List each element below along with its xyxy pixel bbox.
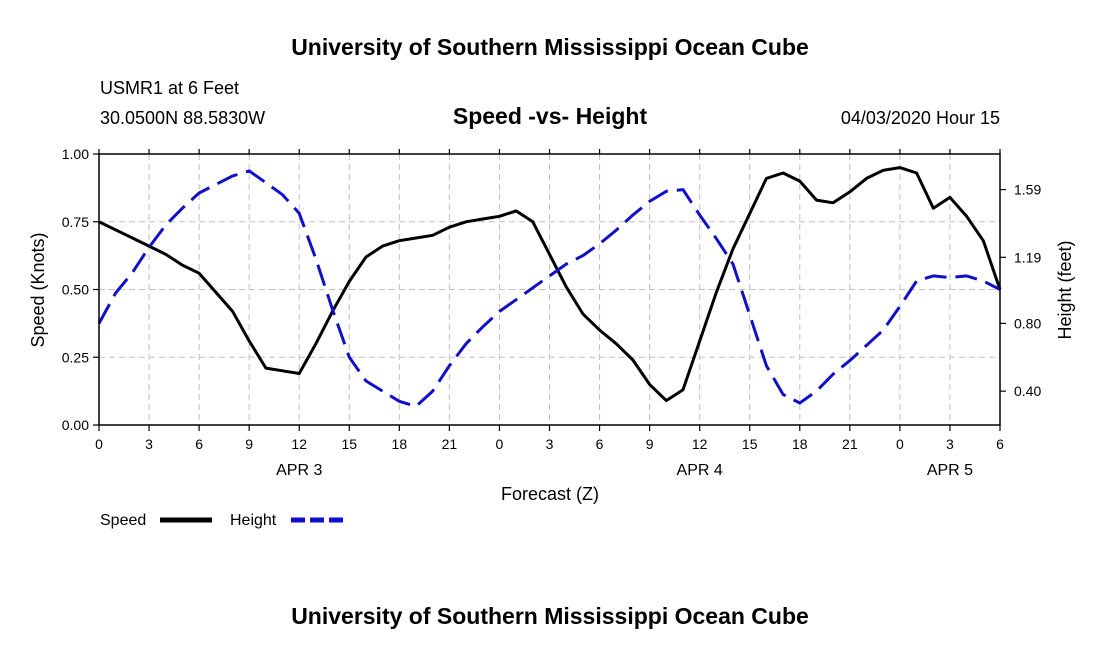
series-layer	[97, 166, 1002, 408]
y-left-tick-label-2: 0.50	[62, 282, 89, 298]
x-tick-label-1: 3	[145, 436, 153, 452]
x-tick-label-17: 3	[946, 436, 954, 452]
x-tick-label-13: 15	[742, 436, 758, 452]
grid-lines	[99, 154, 1000, 425]
x-tick-label-6: 18	[392, 436, 408, 452]
y-left-tick-label-0: 0.00	[62, 417, 89, 433]
date-label: 04/03/2020 Hour 15	[841, 108, 1000, 128]
x-tick-label-11: 9	[646, 436, 654, 452]
x-day-label-2: APR 5	[927, 462, 973, 479]
y-left-tick-label-1: 0.25	[62, 349, 89, 365]
x-day-label-1: APR 4	[677, 462, 723, 479]
x-axis-title: Forecast (Z)	[501, 484, 599, 504]
x-tick-label-0: 0	[95, 436, 103, 452]
y-right-tick-label-1: 0.80	[1014, 315, 1041, 331]
series-line-speed	[98, 166, 1002, 403]
station-label: USMR1 at 6 Feet	[100, 78, 239, 98]
series-line-height	[97, 169, 1001, 408]
y-right-tick-label-2: 1.19	[1014, 249, 1041, 265]
coords-label: 30.0500N 88.5830W	[100, 108, 265, 128]
x-tick-label-14: 18	[792, 436, 808, 452]
x-day-label-0: APR 3	[276, 462, 322, 479]
y-right-tick-label-3: 1.59	[1014, 182, 1041, 198]
y-axis-left: 0.00 0.25 0.50 0.75 1.00	[62, 146, 99, 433]
y-axis-right-title: Height (feet)	[1055, 240, 1075, 339]
legend-height-label: Height	[230, 512, 277, 529]
legend: Speed Height	[100, 512, 343, 529]
page-title: University of Southern Mississippi Ocean…	[291, 34, 809, 60]
y-left-tick-label-3: 0.75	[62, 214, 89, 230]
x-tick-label-10: 6	[596, 436, 604, 452]
y-axis-left-title: Speed (Knots)	[28, 232, 48, 347]
x-tick-label-12: 12	[692, 436, 708, 452]
y-left-tick-label-4: 1.00	[62, 146, 89, 162]
x-axis: 0 3 6 9 12 15 18 21 0 3 6 9 12 15 18 21 0 3 6 APR 3 APR 4 APR…	[95, 149, 1004, 479]
chart-subtitle: Speed -vs- Height	[453, 103, 648, 129]
footer-title: University of Southern Mississippi Ocean…	[291, 603, 809, 629]
x-tick-label-7: 21	[442, 436, 458, 452]
x-tick-label-3: 9	[245, 436, 253, 452]
x-tick-label-18: 6	[996, 436, 1004, 452]
y-axis-right: 0.40 0.80 1.19 1.59	[1000, 182, 1041, 399]
x-tick-label-5: 15	[341, 436, 357, 452]
x-tick-label-15: 21	[842, 436, 858, 452]
x-tick-label-9: 3	[546, 436, 554, 452]
x-tick-label-16: 0	[896, 436, 904, 452]
x-tick-label-8: 0	[496, 436, 504, 452]
y-right-tick-label-0: 0.40	[1014, 383, 1041, 399]
x-tick-label-4: 12	[291, 436, 307, 452]
x-tick-label-2: 6	[195, 436, 203, 452]
legend-speed-label: Speed	[100, 512, 146, 529]
